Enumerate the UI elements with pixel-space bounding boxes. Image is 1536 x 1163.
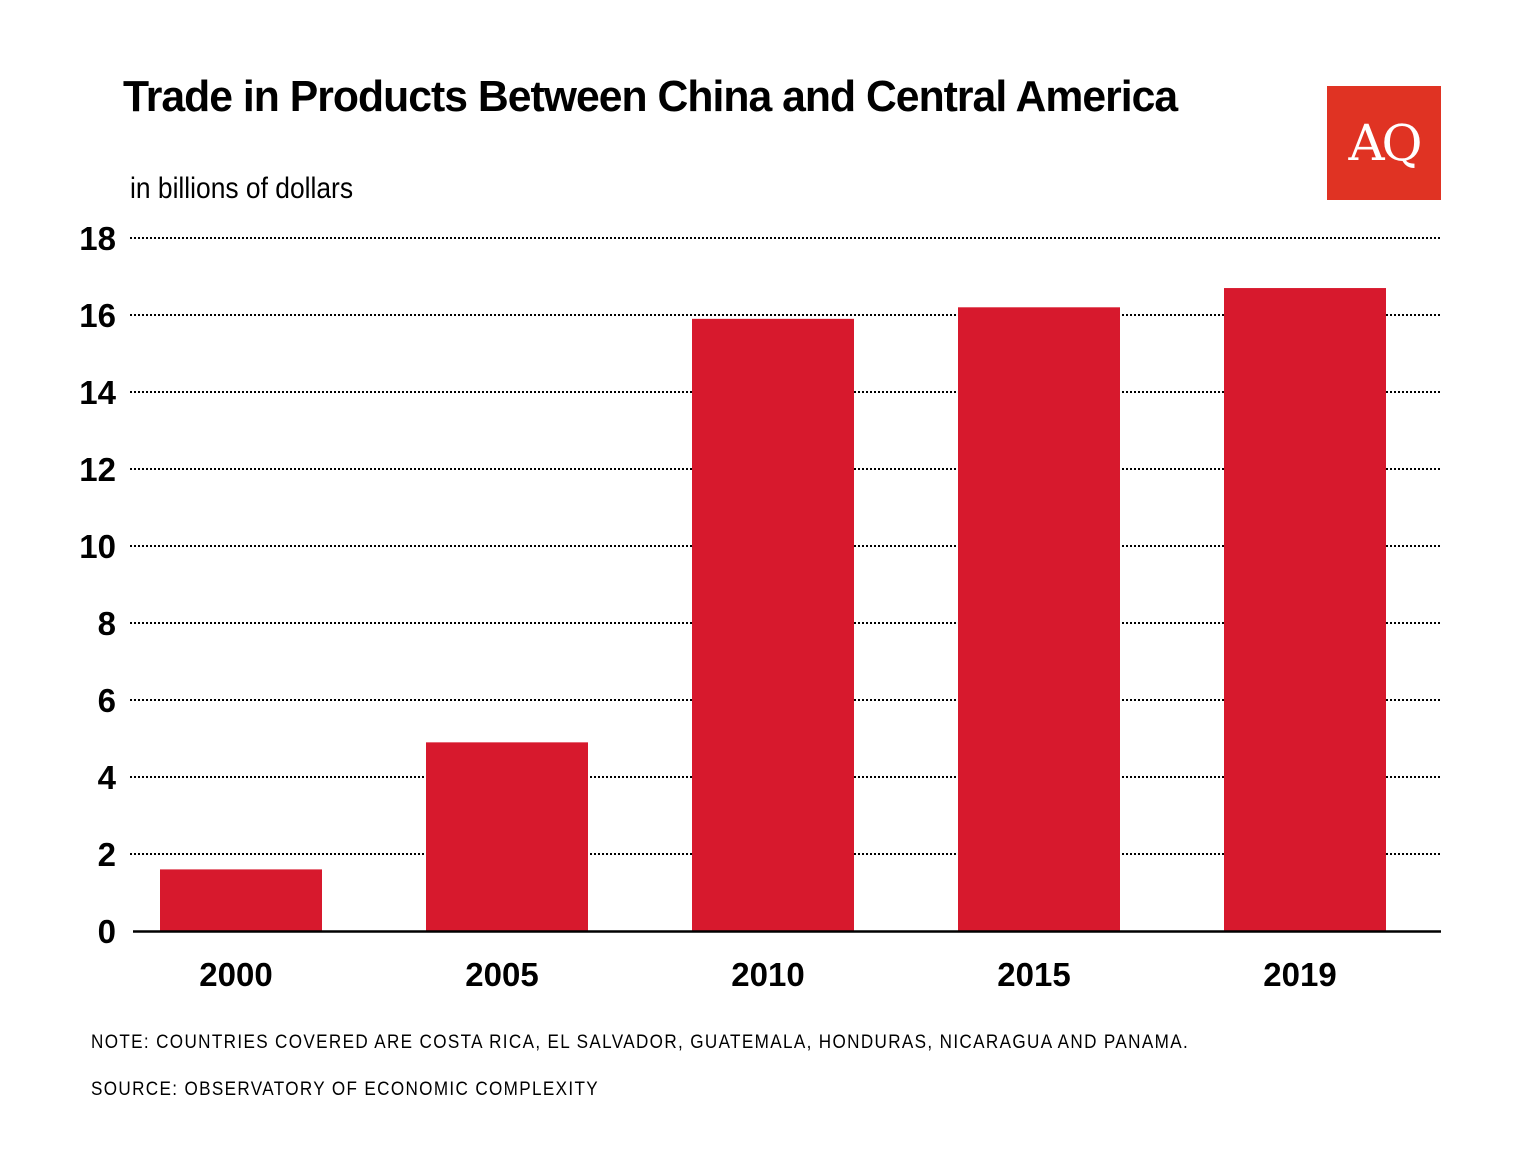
bar-2019 [1224,288,1386,931]
x-tick-label: 2019 [1263,956,1336,993]
bar-2000 [160,869,322,931]
y-tick-label: 12 [79,451,116,488]
bar-2015 [958,307,1120,931]
x-tick-label: 2010 [731,956,804,993]
y-tick-label: 6 [98,682,116,719]
x-tick-label: 2000 [199,956,272,993]
y-tick-label: 0 [98,913,116,950]
chart-note: NOTE: COUNTRIES COVERED ARE COSTA RICA, … [91,1032,1190,1053]
y-tick-label: 16 [79,297,116,334]
y-tick-label: 2 [98,836,116,873]
x-tick-label: 2015 [997,956,1070,993]
y-tick-label: 4 [98,759,117,796]
chart-subtitle: in billions of dollars [130,172,354,205]
chart-title: Trade in Products Between China and Cent… [123,72,1178,121]
y-tick-label: 8 [98,605,116,642]
aq-logo: AQ [1327,86,1441,200]
bar-2010 [692,318,854,932]
x-tick-label: 2005 [465,956,538,993]
y-tick-label: 14 [79,374,116,411]
chart-source: SOURCE: OBSERVATORY OF ECONOMIC COMPLEXI… [91,1079,600,1100]
bar-2005 [426,742,588,931]
y-tick-label: 18 [79,220,116,257]
y-tick-label: 10 [79,528,116,565]
